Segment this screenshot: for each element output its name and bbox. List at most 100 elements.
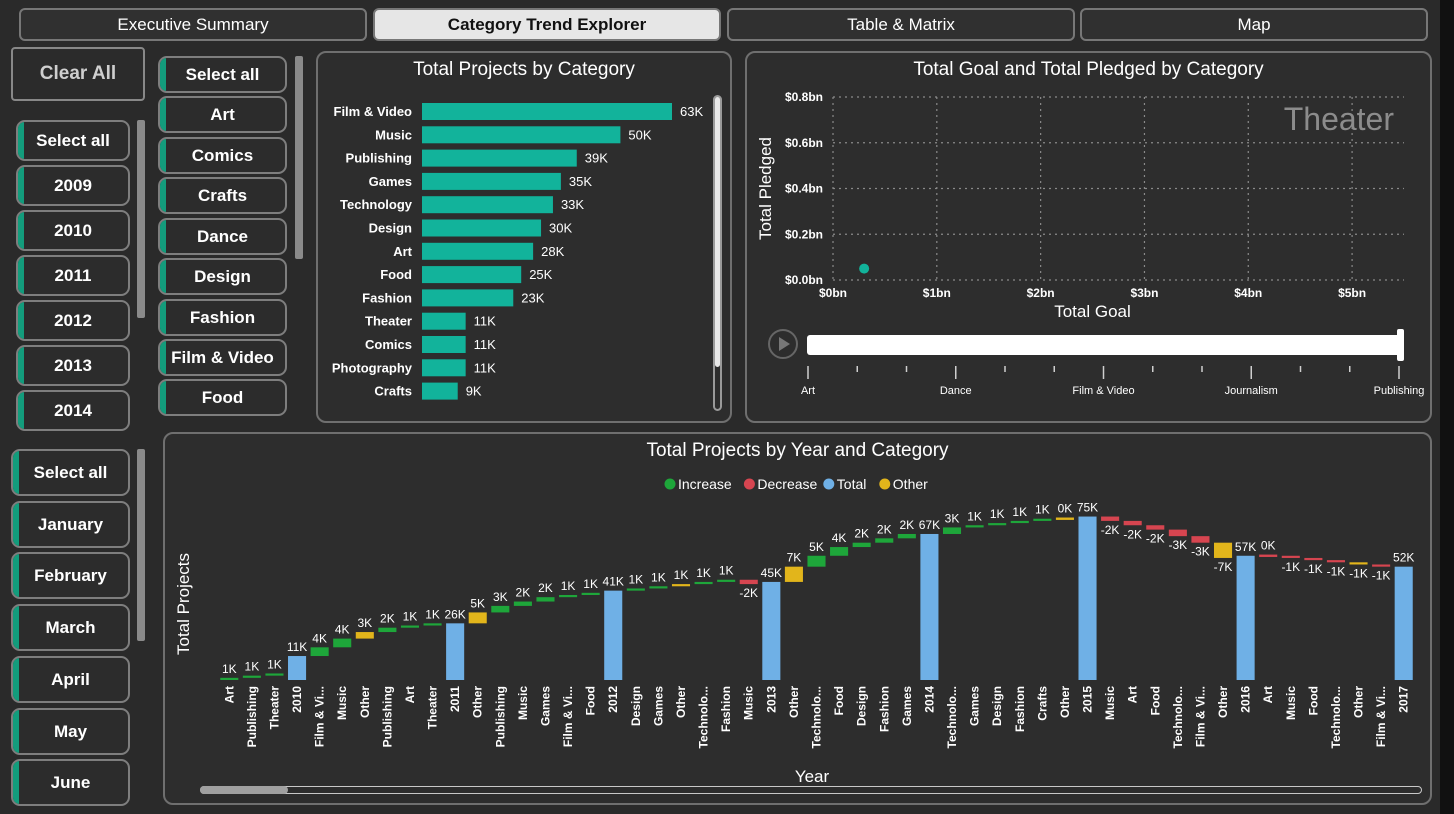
waterfall-bar[interactable] <box>626 588 645 591</box>
category-fashion[interactable]: Fashion <box>158 299 287 336</box>
waterfall-bar[interactable] <box>1123 520 1142 526</box>
waterfall-bar[interactable] <box>875 538 894 543</box>
waterfall-bar[interactable] <box>310 647 329 657</box>
bar-chart-scrollbar[interactable] <box>713 95 722 411</box>
waterfall-bar[interactable] <box>468 612 487 624</box>
waterfall-bar[interactable] <box>1213 542 1233 558</box>
bar[interactable] <box>422 382 458 400</box>
waterfall-bar[interactable] <box>897 533 916 539</box>
tab-executive-summary[interactable]: Executive Summary <box>19 8 367 41</box>
waterfall-bar[interactable] <box>446 623 465 680</box>
category-slicer-scrollbar[interactable] <box>295 56 303 259</box>
bar-chart-scroll-thumb[interactable] <box>715 97 720 367</box>
waterfall-bar[interactable] <box>1078 516 1097 680</box>
waterfall-bar[interactable] <box>559 595 578 598</box>
play-axis-label[interactable]: Art <box>801 385 815 397</box>
waterfall-bar[interactable] <box>942 527 962 534</box>
waterfall-bar[interactable] <box>1372 564 1391 567</box>
waterfall-bar[interactable] <box>1033 518 1052 521</box>
scatter-point[interactable] <box>859 263 870 274</box>
waterfall-bar[interactable] <box>536 597 555 602</box>
play-axis-label[interactable]: Film & Video <box>1072 385 1134 397</box>
year-2012[interactable]: 2012 <box>16 300 130 341</box>
play-axis-label[interactable]: Journalism <box>1225 385 1278 397</box>
waterfall-bar[interactable] <box>400 625 420 628</box>
category-food[interactable]: Food <box>158 379 287 416</box>
waterfall-bar[interactable] <box>491 605 510 613</box>
waterfall-bar[interactable] <box>581 592 600 595</box>
category-film-video[interactable]: Film & Video <box>158 339 287 376</box>
play-axis-label[interactable]: Publishing <box>1374 385 1425 397</box>
month-select-all[interactable]: Select all <box>11 449 130 496</box>
waterfall-bar[interactable] <box>671 584 691 587</box>
month-february[interactable]: February <box>11 552 130 599</box>
waterfall-bar[interactable] <box>604 590 623 680</box>
year-2013[interactable]: 2013 <box>16 345 130 386</box>
bar[interactable] <box>422 312 466 330</box>
waterfall-bar[interactable] <box>784 566 803 582</box>
month-june[interactable]: June <box>11 759 130 806</box>
year-slicer-scrollbar[interactable] <box>137 120 145 318</box>
category-dance[interactable]: Dance <box>158 218 287 255</box>
waterfall-bar[interactable] <box>1010 520 1029 524</box>
waterfall-bar[interactable] <box>807 555 826 567</box>
category-crafts[interactable]: Crafts <box>158 177 287 214</box>
bar[interactable] <box>422 336 466 353</box>
waterfall-bar[interactable] <box>1326 560 1345 563</box>
year-2010[interactable]: 2010 <box>16 210 130 251</box>
bar[interactable] <box>422 196 553 214</box>
waterfall-bar[interactable] <box>1236 555 1255 680</box>
waterfall-bar[interactable] <box>1259 554 1278 557</box>
waterfall-bar[interactable] <box>649 586 668 589</box>
waterfall-bar[interactable] <box>355 632 374 639</box>
waterfall-bar[interactable] <box>1394 566 1413 680</box>
month-january[interactable]: January <box>11 501 130 548</box>
bar[interactable] <box>422 172 561 190</box>
month-april[interactable]: April <box>11 656 130 703</box>
bar[interactable] <box>422 149 577 167</box>
bar[interactable] <box>422 103 672 120</box>
tab-table-matrix[interactable]: Table & Matrix <box>727 8 1075 41</box>
bar[interactable] <box>422 359 466 377</box>
waterfall-bar[interactable] <box>920 533 939 680</box>
waterfall-bar[interactable] <box>739 579 758 585</box>
waterfall-bar[interactable] <box>1168 529 1187 537</box>
waterfall-bar[interactable] <box>333 638 352 648</box>
waterfall-bar[interactable] <box>1349 562 1368 565</box>
play-axis-label[interactable]: Dance <box>940 385 972 397</box>
waterfall-bar[interactable] <box>220 677 239 680</box>
year-2009[interactable]: 2009 <box>16 165 130 206</box>
waterfall-bar[interactable] <box>288 656 307 680</box>
waterfall-hscrollbar[interactable] <box>200 786 1422 794</box>
waterfall-bar[interactable] <box>1281 555 1300 558</box>
category-design[interactable]: Design <box>158 258 287 295</box>
play-button[interactable] <box>768 329 798 359</box>
month-march[interactable]: March <box>11 604 130 651</box>
play-axis-track[interactable] <box>807 335 1401 355</box>
bar[interactable] <box>422 126 621 144</box>
waterfall-bar[interactable] <box>762 581 781 680</box>
waterfall-bar[interactable] <box>1146 525 1165 530</box>
waterfall-bar[interactable] <box>717 579 736 582</box>
year-2011[interactable]: 2011 <box>16 255 130 296</box>
waterfall-bar[interactable] <box>694 581 713 585</box>
waterfall-bar[interactable] <box>378 627 397 633</box>
tab-category-trend-explorer[interactable]: Category Trend Explorer <box>373 8 721 41</box>
month-slicer-scrollbar[interactable] <box>137 449 145 641</box>
waterfall-bar[interactable] <box>1304 557 1323 561</box>
category-select-all[interactable]: Select all <box>158 56 287 93</box>
clear-all-button[interactable]: Clear All <box>11 47 145 101</box>
play-axis-handle[interactable] <box>1397 329 1404 361</box>
waterfall-bar[interactable] <box>513 601 532 606</box>
waterfall-bar[interactable] <box>988 523 1007 526</box>
waterfall-bar[interactable] <box>1055 517 1074 520</box>
month-may[interactable]: May <box>11 708 130 755</box>
category-art[interactable]: Art <box>158 96 287 133</box>
waterfall-bar[interactable] <box>265 673 284 676</box>
tab-map[interactable]: Map <box>1080 8 1428 41</box>
waterfall-hscroll-thumb[interactable] <box>200 786 288 794</box>
waterfall-bar[interactable] <box>1101 516 1120 521</box>
bar[interactable] <box>422 289 514 307</box>
waterfall-bar[interactable] <box>423 623 442 626</box>
waterfall-bar[interactable] <box>830 547 849 556</box>
